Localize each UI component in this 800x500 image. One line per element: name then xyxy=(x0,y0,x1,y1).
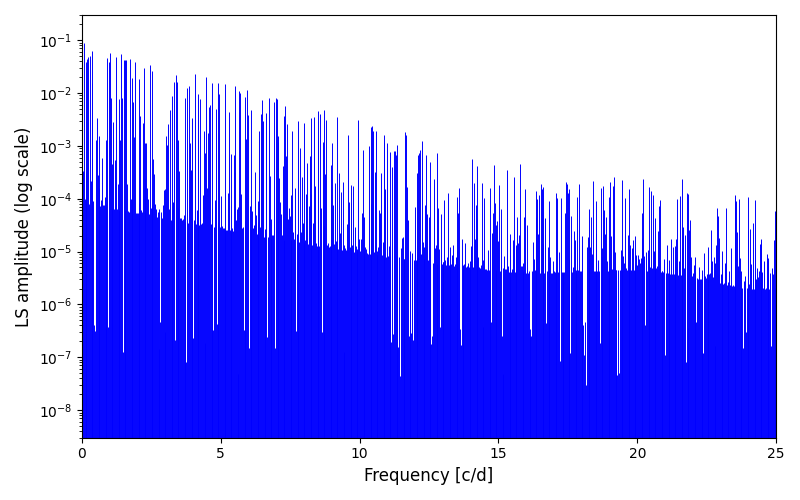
Y-axis label: LS amplitude (log scale): LS amplitude (log scale) xyxy=(15,126,33,326)
X-axis label: Frequency [c/d]: Frequency [c/d] xyxy=(364,467,494,485)
